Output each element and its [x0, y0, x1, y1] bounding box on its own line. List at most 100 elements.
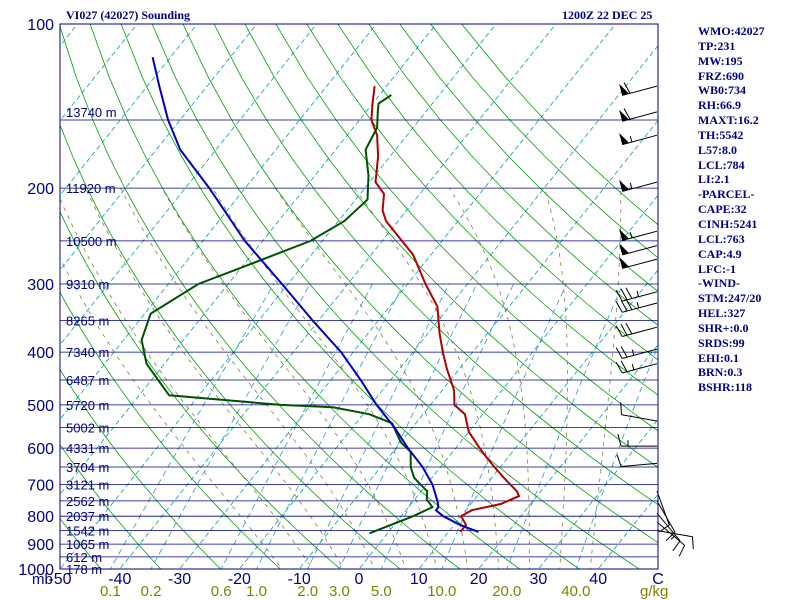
wind-half-barb	[631, 349, 635, 356]
stat-item: MW:195	[698, 53, 743, 68]
wind-pennant	[619, 83, 629, 96]
wind-barb-staff	[621, 462, 658, 467]
stat-item: BRN:0.3	[698, 365, 743, 380]
moist-adiabat-line	[85, 187, 344, 569]
dry-adiabat-line	[120, 24, 581, 569]
dry-adiabat-line	[60, 25, 461, 569]
height-label: 612 m	[66, 550, 102, 565]
wind-full-barb	[615, 361, 623, 374]
temperature-tick-label: 30	[530, 571, 548, 588]
wind-barb-staff	[622, 363, 658, 374]
temperature-tick-label: C	[652, 571, 664, 588]
wind-barb	[619, 108, 658, 122]
stats-panel: WMO:42027 TP:231 MW:195 FRZ:690 WB0:734 RH:66…	[698, 24, 798, 395]
mixing-ratio-label: 0.1	[100, 583, 121, 600]
dry-adiabat-line	[60, 368, 222, 569]
wind-barb-staff	[622, 348, 658, 359]
wind-full-barb	[672, 540, 681, 552]
parcel-trace	[151, 56, 479, 533]
stat-item: CINH:5241	[698, 216, 758, 231]
dry-adiabat-line	[60, 443, 162, 569]
wind-barb	[617, 433, 657, 447]
pressure-tick-label: 600	[27, 441, 54, 458]
height-label: 13740 m	[66, 105, 117, 120]
wind-barb	[616, 454, 658, 467]
mixing-ratio-label: 5.0	[371, 583, 392, 600]
stat-item: WMO:42027	[698, 24, 765, 38]
wind-barb	[615, 298, 658, 313]
wind-full-barb	[620, 346, 628, 358]
temperature-tick-label: -40	[108, 571, 131, 588]
pressure-tick-label: 700	[27, 478, 54, 495]
valid-time: 1200Z 22 DEC 25	[562, 8, 653, 22]
wind-half-barb	[629, 182, 633, 189]
height-label: 5002 m	[66, 421, 109, 436]
height-label: 4331 m	[66, 441, 109, 456]
mixing-ratio-line	[109, 283, 275, 569]
wind-half-barb	[629, 136, 633, 143]
stat-item: LFC:-1	[698, 261, 736, 276]
moist-adiabat-line	[60, 257, 283, 569]
wind-barb-staff	[656, 521, 685, 546]
mixing-ratio-line	[380, 283, 515, 569]
wind-barb	[619, 243, 658, 256]
wind-barb	[619, 133, 658, 146]
mixing-ratio-line	[506, 283, 624, 569]
dry-adiabat-line	[306, 24, 658, 396]
stat-item: STM:247/20	[698, 291, 762, 306]
mixing-ratio-line	[575, 344, 658, 569]
height-label: 6487 m	[66, 373, 109, 388]
stat-item: WB0:734	[698, 83, 746, 98]
wind-full-barb	[615, 347, 623, 359]
pressure-tick-label: 800	[27, 509, 54, 526]
stat-item: TP:231	[698, 38, 736, 53]
dewpoint-trace	[140, 94, 434, 535]
wind-full-barb	[625, 298, 633, 310]
mixing-ratio-line	[307, 283, 450, 569]
height-label: 2562 m	[66, 494, 109, 509]
dry-adiabat-line	[368, 24, 658, 326]
wind-pennant	[619, 228, 629, 241]
stat-item: L57:8.0	[698, 142, 737, 157]
wind-barb	[656, 521, 686, 557]
wind-full-barb	[620, 288, 628, 301]
wind-full-barb	[620, 324, 628, 336]
mixing-ratio-label: 20.0	[492, 583, 521, 600]
wind-barb-staff	[656, 530, 693, 538]
isotherm-line	[60, 24, 437, 495]
stat-item: FRZ:690	[698, 68, 744, 83]
plot-frame	[59, 23, 659, 570]
mixing-ratio-label: 10.0	[427, 583, 456, 600]
mixing-ratio-line	[338, 283, 478, 569]
wind-barb-staff	[622, 291, 658, 302]
mixing-ratio-label: 2.0	[297, 583, 318, 600]
mixing-ratio-line	[150, 283, 311, 569]
mixing-ratio-label: 0.6	[211, 583, 232, 600]
wind-barb	[620, 402, 658, 422]
height-label: 3121 m	[66, 478, 109, 493]
wind-half-barb	[629, 231, 633, 239]
pressure-tick-label: 900	[27, 537, 54, 554]
height-label: 1065 m	[66, 537, 109, 552]
temperature-tick-label: -10	[288, 571, 311, 588]
stat-item: -PARCEL-	[698, 187, 755, 202]
wind-barb	[615, 360, 658, 374]
wind-pennant	[619, 179, 629, 192]
height-label: 9310 m	[66, 277, 109, 292]
dry-adiabat-line	[60, 123, 401, 569]
mixing-ratio-label: 1.0	[246, 583, 267, 600]
isotherm-line	[60, 24, 497, 569]
mixing-ratio-line	[256, 283, 405, 569]
wind-barb-staff	[622, 326, 658, 337]
wind-full-barb	[620, 360, 628, 372]
mixing-ratio-unit-label: g/kg	[640, 583, 668, 600]
wind-barb	[619, 179, 658, 192]
wind-barb-staff	[656, 512, 681, 542]
temperature-tick-label: 40	[589, 571, 607, 588]
stat-item: SHR+:0.0	[698, 320, 749, 335]
wind-full-barb	[615, 301, 623, 313]
moist-adiabat-line	[274, 187, 469, 569]
height-label: 7340 m	[66, 345, 109, 360]
wind-full-barb	[625, 322, 633, 335]
